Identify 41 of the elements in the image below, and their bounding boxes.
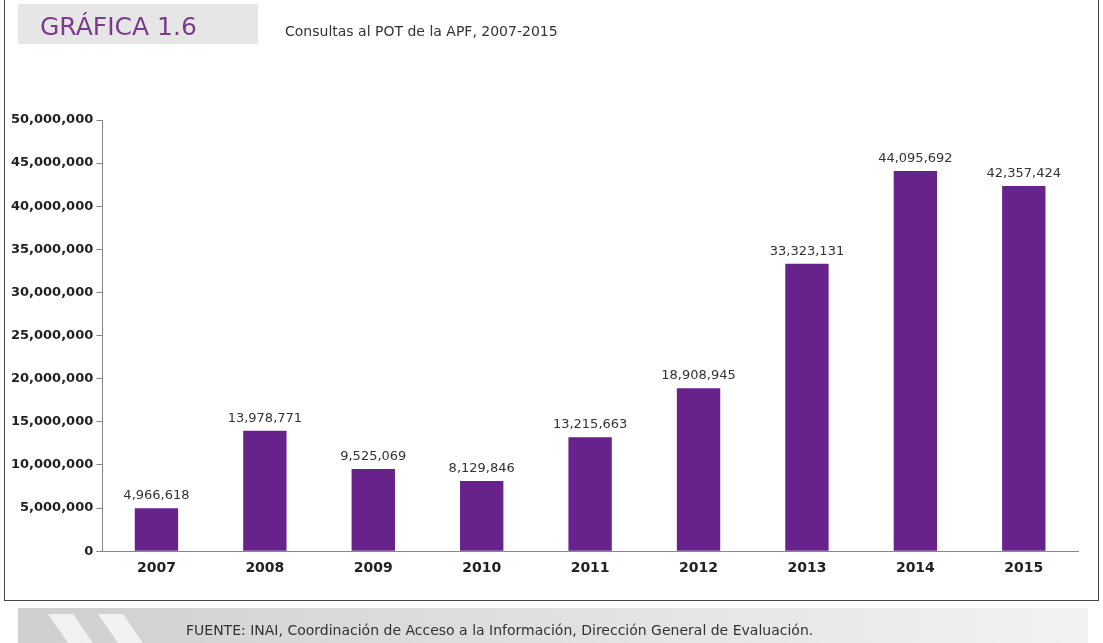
- bar: [568, 437, 612, 551]
- data-label: 4,966,618: [123, 487, 190, 503]
- data-label: 33,323,131: [769, 242, 845, 258]
- data-label: 13,215,663: [552, 416, 628, 432]
- bar: [1002, 185, 1046, 551]
- bar: [460, 481, 504, 551]
- bar: [676, 388, 721, 551]
- y-tick-label: 40,000,000: [10, 197, 94, 213]
- y-tick-label: 45,000,000: [10, 154, 94, 170]
- chart-title: GRÁFICA 1.6: [40, 12, 197, 41]
- y-tick-label: 20,000,000: [10, 370, 94, 386]
- bar: [243, 430, 287, 551]
- bar: [351, 469, 395, 551]
- data-label: 13,978,771: [227, 409, 303, 425]
- x-tick-label: 2008: [245, 559, 285, 576]
- x-tick-label: 2013: [787, 559, 827, 576]
- y-tick-label: 15,000,000: [10, 413, 94, 429]
- x-tick-label: 2007: [136, 559, 176, 576]
- y-tick-label: 50,000,000: [10, 111, 94, 127]
- bar: [134, 508, 179, 551]
- x-tick-label: 2014: [895, 559, 936, 576]
- data-label: 9,525,069: [340, 447, 407, 463]
- x-tick-label: 2010: [462, 559, 502, 576]
- bar: [893, 170, 938, 551]
- source-note: FUENTE: INAI, Coordinación de Acceso a la Información, Dirección General de Evaluación.: [186, 622, 814, 638]
- y-tick-label: 5,000,000: [20, 499, 94, 515]
- data-label: 42,357,424: [986, 164, 1062, 180]
- y-tick-label: 35,000,000: [10, 240, 94, 256]
- data-label: 18,908,945: [661, 367, 736, 382]
- y-tick-label: 25,000,000: [10, 326, 94, 342]
- bar: [785, 263, 829, 551]
- x-tick-label: 2011: [570, 559, 610, 576]
- x-tick-label: 2009: [353, 559, 393, 576]
- x-tick-label: 2015: [1004, 559, 1044, 576]
- data-label: 8,129,846: [448, 459, 515, 475]
- x-tick-label: 2012: [679, 559, 719, 576]
- y-tick-label: 30,000,000: [10, 283, 94, 299]
- y-tick-label: 0: [84, 542, 94, 558]
- chart-subtitle: Consultas al POT de la APF, 2007-2015: [285, 23, 558, 39]
- y-tick-label: 10,000,000: [10, 456, 94, 472]
- data-label: 44,095,692: [878, 149, 953, 165]
